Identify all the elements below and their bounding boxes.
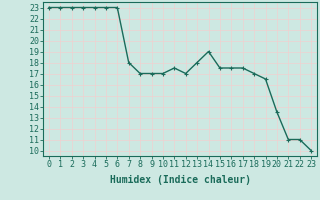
X-axis label: Humidex (Indice chaleur): Humidex (Indice chaleur) [109, 175, 251, 185]
